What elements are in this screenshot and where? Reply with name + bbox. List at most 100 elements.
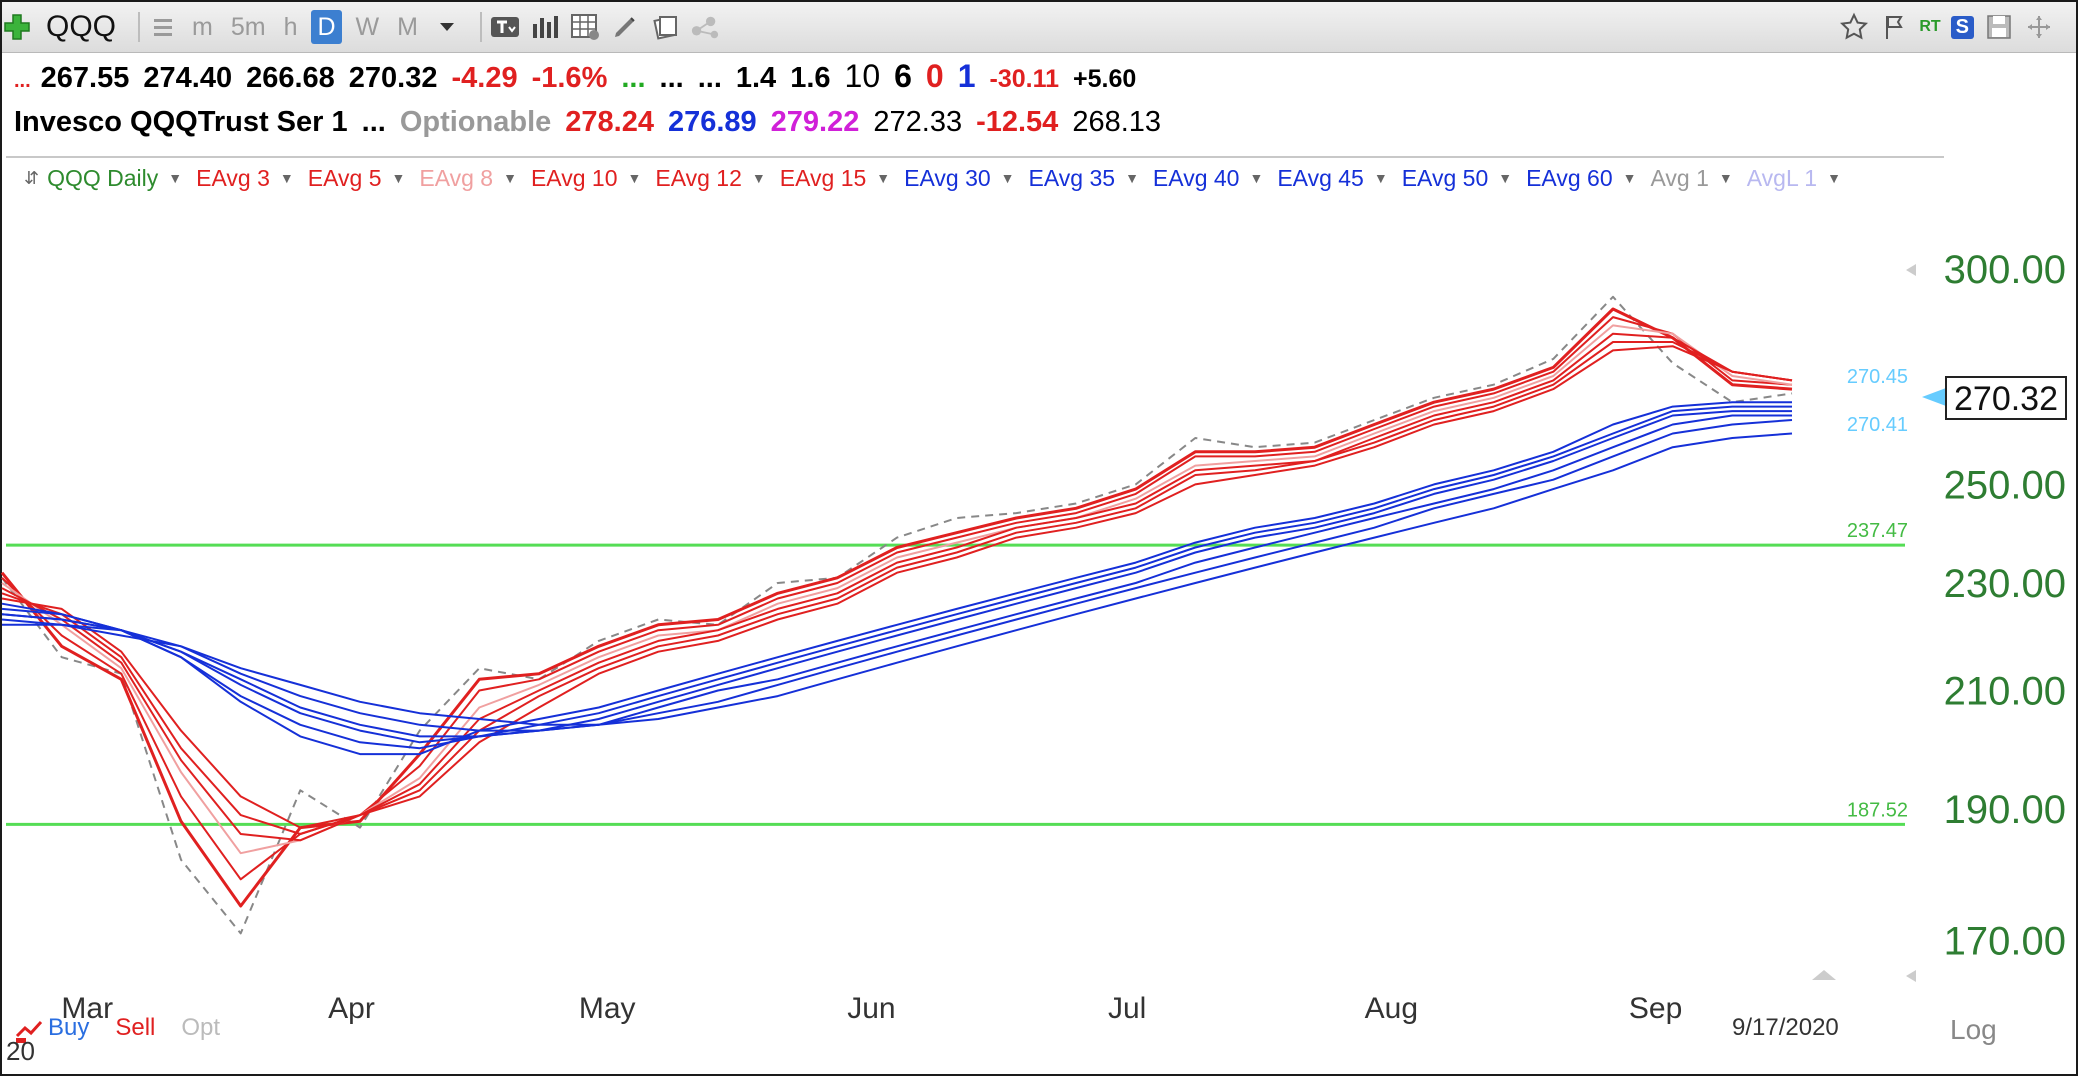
quote-row-2: Invesco QQQTrust Ser 1 ... Optionable 27… — [14, 106, 1175, 139]
indicator-dots-red: ... — [14, 70, 31, 92]
bar-style-icon[interactable] — [530, 10, 560, 44]
x-tick-label: Aug — [1365, 992, 1418, 1025]
last-price-arrow-icon — [1922, 388, 1946, 406]
year-label: 20 — [6, 1036, 35, 1066]
legend-item[interactable]: EAvg 12 ▼ — [655, 165, 765, 192]
moving-average-line — [1, 341, 1793, 835]
interval-hour[interactable]: h — [283, 12, 298, 41]
legend-item[interactable]: Avg 1 ▼ — [1650, 165, 1732, 192]
legend-item[interactable]: EAvg 8 ▼ — [419, 165, 517, 192]
x-tick-label: Mar — [61, 992, 113, 1025]
legend-item[interactable]: EAvg 35 ▼ — [1029, 165, 1139, 192]
y-tick-label: 190.00 — [1944, 788, 2066, 832]
legend-item[interactable]: AvgL 1 ▼ — [1747, 165, 1841, 192]
interval-monthly[interactable]: M — [397, 12, 418, 41]
text-tool-icon[interactable] — [490, 10, 520, 44]
chevron-down-icon[interactable]: ▼ — [279, 170, 294, 186]
moving-average-line — [1, 332, 1793, 842]
legend-item[interactable]: EAvg 5 ▼ — [308, 165, 406, 192]
price-change: -4.29 — [451, 62, 518, 94]
moving-average-line — [1, 410, 1792, 744]
scroll-left-icon[interactable] — [1906, 264, 1916, 276]
close-price: 270.32 — [348, 62, 438, 94]
interval-weekly[interactable]: W — [355, 12, 380, 41]
add-icon[interactable] — [2, 10, 32, 44]
chevron-down-icon[interactable]: ▼ — [876, 170, 891, 186]
legend-item-label: EAvg 50 — [1401, 164, 1489, 191]
sell-button[interactable]: Sell — [115, 1014, 156, 1041]
table-icon[interactable] — [570, 10, 600, 44]
chevron-down-icon[interactable]: ▼ — [1498, 170, 1513, 186]
chevron-down-icon[interactable]: ▼ — [1373, 170, 1388, 186]
y-tick-label: 250.00 — [1944, 463, 2066, 507]
toolbar: QQQ m 5m h D W M RT S — [2, 2, 2076, 53]
legend-item[interactable]: EAvg 40 ▼ — [1153, 165, 1263, 192]
legend-item[interactable]: EAvg 10 ▼ — [531, 165, 641, 192]
star-icon[interactable] — [1839, 10, 1869, 44]
x-tick-label: Jul — [1108, 992, 1146, 1025]
x-tick-label: Jun — [847, 992, 895, 1025]
y-tick-label: 210.00 — [1944, 670, 2066, 714]
legend-item[interactable]: EAvg 15 ▼ — [780, 165, 890, 192]
legend-item-label: Avg 1 — [1650, 164, 1709, 191]
legend-item-label: EAvg 12 — [655, 164, 742, 191]
buy-button[interactable]: Buy — [48, 1014, 90, 1041]
layers-icon[interactable] — [650, 10, 680, 44]
legend-item[interactable]: EAvg 60 ▼ — [1526, 165, 1636, 192]
resize-handle-icon[interactable]: ⇵ — [24, 167, 40, 188]
chevron-down-icon[interactable]: ▼ — [627, 170, 642, 186]
chevron-down-icon[interactable]: ▼ — [391, 170, 406, 186]
chevron-down-icon[interactable]: ▼ — [1125, 170, 1139, 186]
chevron-down-icon[interactable]: ▼ — [1000, 170, 1015, 186]
interval-5-minute[interactable]: 5m — [230, 12, 266, 41]
legend-item-label: EAvg 40 — [1152, 164, 1240, 191]
list-icon[interactable] — [148, 10, 178, 44]
symbol-input[interactable]: QQQ — [46, 10, 117, 43]
legend-item-label: EAvg 5 — [307, 164, 382, 191]
indicator-value: 0 — [925, 58, 944, 94]
draw-icon[interactable] — [610, 10, 640, 44]
scroll-up-icon[interactable] — [1812, 970, 1836, 980]
chevron-down-icon[interactable]: ▼ — [1718, 170, 1733, 186]
chevron-down-icon[interactable] — [432, 10, 462, 44]
chevron-down-icon[interactable]: ▼ — [503, 170, 517, 186]
security-name: Invesco QQQTrust Ser 1 — [14, 106, 348, 138]
legend-item-label: EAvg 15 — [779, 164, 867, 191]
legend-item-label: EAvg 35 — [1028, 164, 1116, 191]
flag-icon[interactable] — [1879, 10, 1909, 44]
moving-average-line — [1, 405, 1792, 750]
scroll-left-icon[interactable] — [1906, 970, 1916, 982]
legend-item[interactable]: EAvg 30 ▼ — [904, 165, 1014, 192]
chevron-down-icon[interactable]: ▼ — [168, 170, 183, 186]
interval-minute[interactable]: m — [192, 12, 213, 41]
moving-average-line — [1, 324, 1793, 855]
legend-item[interactable]: QQQ Daily ▼ — [47, 165, 182, 192]
interval-daily[interactable]: D — [311, 10, 342, 44]
chevron-down-icon[interactable]: ▼ — [1827, 170, 1841, 186]
open-price: 267.55 — [40, 62, 130, 94]
rt-icon[interactable]: RT — [1919, 18, 1941, 35]
moving-average-line — [2, 432, 1793, 726]
y-tick-label: 300.00 — [1944, 248, 2066, 292]
save-icon[interactable] — [1984, 10, 2014, 44]
y-tick-label: 230.00 — [1944, 562, 2066, 606]
legend-item-label: EAvg 3 — [196, 164, 270, 191]
s-icon[interactable]: S — [1950, 10, 1974, 44]
trade-icon[interactable] — [14, 1014, 44, 1048]
indicator-value: 1 — [957, 58, 976, 94]
legend-item-label: EAvg 45 — [1277, 164, 1364, 191]
log-scale-toggle[interactable]: Log — [1950, 1014, 1997, 1045]
moving-average-line — [1, 419, 1793, 732]
options-button[interactable]: Opt — [181, 1014, 221, 1041]
indicator-value: 6 — [894, 58, 912, 94]
legend-item[interactable]: EAvg 45 ▼ — [1277, 165, 1387, 192]
indicator-dots: ... — [697, 62, 722, 94]
chevron-down-icon[interactable]: ▼ — [751, 170, 766, 186]
chevron-down-icon[interactable]: ▼ — [1249, 170, 1264, 186]
legend-item[interactable]: EAvg 50 ▼ — [1402, 165, 1512, 192]
expand-icon[interactable] — [2024, 10, 2054, 44]
share-icon[interactable] — [690, 10, 720, 44]
chevron-down-icon[interactable]: ▼ — [1622, 170, 1637, 186]
legend-item[interactable]: EAvg 3 ▼ — [196, 165, 294, 192]
